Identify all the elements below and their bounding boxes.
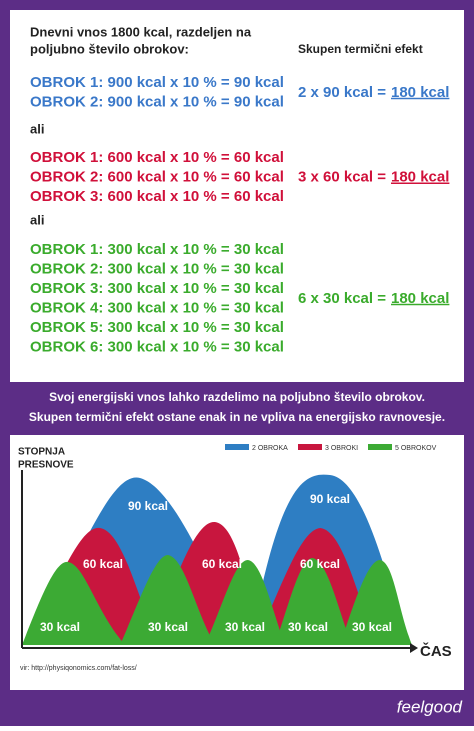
peak-label: 30 kcal xyxy=(352,620,392,634)
meal-line: OBROK 1: 300 kcal x 10 % = 30 kcal xyxy=(30,241,284,258)
legend-swatch xyxy=(368,444,392,450)
green-hill xyxy=(275,558,352,645)
legend-swatch xyxy=(225,444,249,450)
total: 2 x 90 kcal = 180 kcal xyxy=(298,84,449,101)
peak-label: 90 kcal xyxy=(128,499,168,513)
meal-line: OBROK 5: 300 kcal x 10 % = 30 kcal xyxy=(30,319,284,336)
peak-label: 30 kcal xyxy=(40,620,80,634)
diagram: 2 OBROKA 3 OBROKI 5 OBROKOV STOPNJA PRES… xyxy=(18,444,452,672)
logo: feelgood xyxy=(397,697,463,716)
meal-line: OBROK 1: 900 kcal x 10 % = 90 kcal xyxy=(30,74,284,91)
intro: poljubno število obrokov: xyxy=(30,41,189,56)
total-value: 180 kcal xyxy=(391,168,449,185)
peak-label: 30 kcal xyxy=(225,620,265,634)
total-expr: 6 x 30 kcal = xyxy=(298,290,386,307)
source: vir: http://physiqonomics.com/fat-loss/ xyxy=(20,665,137,672)
peak-label: 60 kcal xyxy=(202,557,242,571)
peak-label: 30 kcal xyxy=(288,620,328,634)
legend-swatch xyxy=(298,444,322,450)
meal-line: OBROK 3: 300 kcal x 10 % = 30 kcal xyxy=(30,280,284,297)
total-expr: 2 x 90 kcal = xyxy=(298,84,386,101)
green-hill xyxy=(120,555,215,645)
separator: ali xyxy=(30,121,44,136)
total: 6 x 30 kcal = 180 kcal xyxy=(298,290,449,307)
meal-line: OBROK 4: 300 kcal x 10 % = 30 kcal xyxy=(30,299,284,316)
y-label: PRESNOVE xyxy=(18,460,74,471)
meal-line: OBROK 2: 900 kcal x 10 % = 90 kcal xyxy=(30,93,284,110)
total: 3 x 60 kcal = 180 kcal xyxy=(298,168,449,185)
x-arrow xyxy=(410,643,418,653)
meal-line: OBROK 6: 300 kcal x 10 % = 30 kcal xyxy=(30,338,284,355)
total-value: 180 kcal xyxy=(391,290,449,307)
legend-label: 5 OBROKOV xyxy=(395,445,437,452)
caption: Skupen termični efekt ostane enak in ne … xyxy=(29,410,445,424)
green-hill xyxy=(340,560,412,645)
meal-line: OBROK 1: 600 kcal x 10 % = 60 kcal xyxy=(30,149,284,166)
separator: ali xyxy=(30,212,44,227)
meal-line: OBROK 3: 600 kcal x 10 % = 60 kcal xyxy=(30,188,284,205)
intro: Dnevni vnos 1800 kcal, razdeljen na xyxy=(30,24,252,39)
peak-label: 60 kcal xyxy=(300,557,340,571)
meal-line: OBROK 2: 300 kcal x 10 % = 30 kcal xyxy=(30,260,284,277)
green-hill xyxy=(205,560,285,645)
total-expr: 3 x 60 kcal = xyxy=(298,168,386,185)
top-panel xyxy=(10,10,464,382)
peak-label: 60 kcal xyxy=(83,557,123,571)
green-hill xyxy=(22,561,125,645)
right-heading: Skupen termični efekt xyxy=(298,42,423,56)
meal-line: OBROK 2: 600 kcal x 10 % = 60 kcal xyxy=(30,168,284,185)
total-value: 180 kcal xyxy=(391,84,449,101)
caption: Svoj energijski vnos lahko razdelimo na … xyxy=(49,390,425,404)
peak-label: 30 kcal xyxy=(148,620,188,634)
y-label: STOPNJA xyxy=(18,447,65,458)
peak-label: 90 kcal xyxy=(310,492,350,506)
legend-label: 2 OBROKA xyxy=(252,445,288,452)
x-label: ČAS xyxy=(420,642,452,660)
legend-label: 3 OBROKI xyxy=(325,445,358,452)
